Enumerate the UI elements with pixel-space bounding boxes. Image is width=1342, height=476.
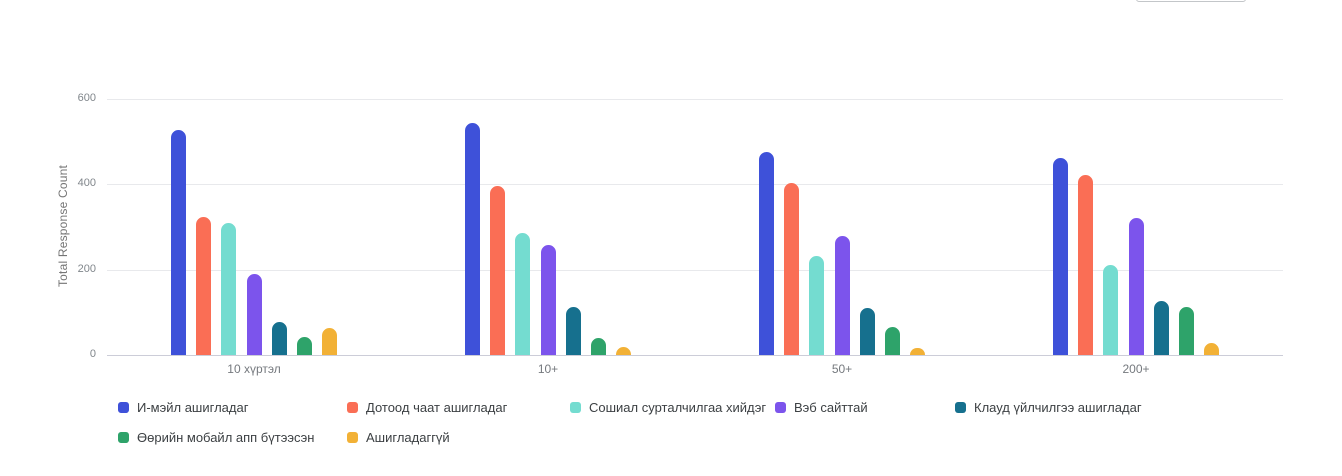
bar-series3-group2[interactable] [834, 235, 850, 355]
bar-series0-group3[interactable] [1052, 157, 1068, 355]
legend: И-мэйл ашигладаг Дотоод чаат ашигладаг Сош… [0, 397, 1342, 461]
bar-series5-group0[interactable] [297, 336, 313, 355]
bar-series2-group3[interactable] [1103, 264, 1119, 355]
bar-series1-group2[interactable] [783, 183, 799, 355]
bar-series1-group3[interactable] [1077, 174, 1093, 355]
bar-series6-group3[interactable] [1204, 343, 1220, 355]
y-tick-label-200: 200 [77, 262, 96, 275]
bar-series0-group0[interactable] [170, 130, 186, 355]
bar-series2-group1[interactable] [515, 232, 531, 355]
legend-swatch-0 [118, 402, 129, 413]
legend-swatch-4 [955, 402, 966, 413]
legend-swatch-5 [118, 432, 129, 443]
legend-label-6: Ашигладаггүй [366, 430, 450, 445]
legend-item-4: Клауд үйлчилгээ ашигладаг [955, 400, 1142, 415]
bar-series0-group1[interactable] [464, 123, 480, 355]
x-tick-label-1: 10+ [537, 362, 559, 376]
bar-series5-group3[interactable] [1179, 306, 1195, 355]
bar-series3-group0[interactable] [246, 273, 262, 355]
legend-label-4: Клауд үйлчилгээ ашигладаг [974, 400, 1142, 415]
plot-area [107, 99, 1283, 356]
gridline-0 [107, 355, 1283, 356]
legend-swatch-6 [347, 432, 358, 443]
bar-series0-group2[interactable] [758, 151, 774, 355]
y-axis-ticks: 0 200 400 600 [0, 92, 96, 360]
gridline-400 [107, 184, 1283, 186]
bar-series1-group0[interactable] [195, 217, 211, 355]
legend-swatch-3 [775, 402, 786, 413]
cutoff-control[interactable] [1136, 0, 1246, 2]
bar-series1-group1[interactable] [489, 186, 505, 355]
bar-series4-group2[interactable] [859, 307, 875, 355]
bar-series6-group1[interactable] [616, 346, 632, 355]
legend-item-3: Вэб сайттай [775, 400, 868, 415]
legend-swatch-2 [570, 402, 581, 413]
bar-series6-group2[interactable] [910, 348, 926, 355]
y-tick-label-600: 600 [77, 92, 96, 104]
legend-item-5: Өөрийн мобайл апп бүтээсэн [118, 430, 314, 445]
legend-label-5: Өөрийн мобайл апп бүтээсэн [137, 430, 315, 445]
gridline-200 [107, 269, 1283, 271]
x-tick-label-2: 50+ [831, 362, 853, 376]
legend-label-3: Вэб сайттай [794, 400, 868, 415]
legend-label-0: И-мэйл ашигладаг [137, 400, 249, 415]
x-tick-label-0: 10 хүртэл [227, 362, 281, 376]
legend-swatch-1 [347, 402, 358, 413]
bar-series5-group1[interactable] [591, 337, 607, 355]
bar-series4-group1[interactable] [565, 307, 581, 355]
legend-item-2: Сошиал сурталчилгаа хийдэг [570, 400, 766, 415]
y-tick-label-0: 0 [89, 348, 96, 360]
bar-series6-group0[interactable] [322, 328, 338, 355]
legend-label-1: Дотоод чаат ашигладаг [366, 400, 508, 415]
bar-series4-group0[interactable] [271, 321, 287, 355]
bar-series4-group3[interactable] [1153, 300, 1169, 355]
gridline-600 [107, 99, 1283, 100]
bar-series3-group1[interactable] [540, 244, 556, 355]
bar-series2-group2[interactable] [809, 256, 825, 355]
x-tick-label-3: 200+ [1122, 362, 1150, 376]
bar-series3-group3[interactable] [1128, 217, 1144, 355]
bar-series2-group0[interactable] [221, 222, 237, 355]
bar-series5-group2[interactable] [885, 326, 901, 355]
legend-item-6: Ашигладаггүй [347, 430, 450, 445]
x-axis-labels: 10 хүртэл 10+ 50+ 200+ [107, 362, 1283, 378]
legend-label-2: Сошиал сурталчилгаа хийдэг [589, 400, 767, 415]
legend-item-0: И-мэйл ашигладаг [118, 400, 248, 415]
y-tick-label-400: 400 [77, 177, 96, 190]
legend-item-1: Дотоод чаат ашигладаг [347, 400, 507, 415]
